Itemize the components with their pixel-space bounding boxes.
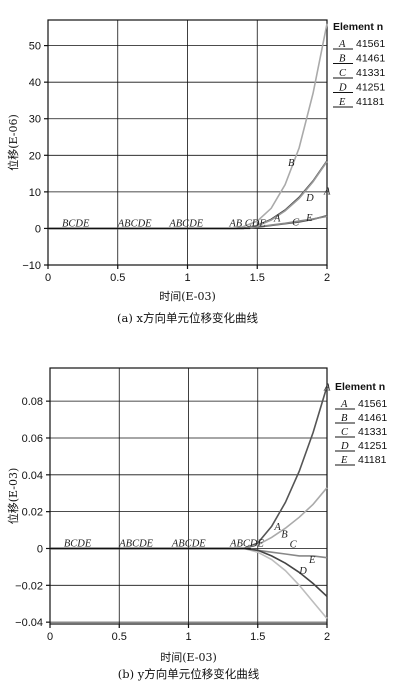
curve-label-a: A [273,214,281,225]
legend-element-id: 41181 [358,454,387,466]
baseline-label: ABCDE [171,538,206,549]
x-tick-label: 0 [45,272,51,284]
chart-y-displacement: 0 0.5 1 1.5 2 −0.04 −0.02 0 0.02 0.04 0.06 0.08 时间(E… [6,367,387,681]
curve-label-e: E [308,555,316,566]
baseline-label: AB CDE [228,218,266,229]
curve-label-e: E [305,213,313,224]
curve-label-c: C [292,217,300,228]
curve-end-label: A [323,382,331,393]
baseline-label: BCDE [64,538,92,549]
legend-element-id: 41251 [358,440,387,452]
y-axis-label: 位移(E-03) [6,468,20,525]
legend-element-id: 41331 [356,67,385,79]
y-tick-label: 0 [37,543,43,555]
chart-caption: (a) x方向单元位移变化曲线 [117,311,258,325]
y-tick-label: −0.04 [15,617,43,629]
x-tick-label: 1.5 [250,631,265,643]
curve-label-a: A [273,522,281,533]
legend-element-id: 41251 [356,82,385,94]
y-tick-label: 0.06 [22,433,43,445]
x-tick-label: 1 [185,631,191,643]
y-axis-label: 位移(E-06) [6,114,20,171]
x-axis-label: 时间(E-03) [160,651,217,664]
y-tick-label: 10 [29,187,41,199]
x-tick-label: 2 [324,631,330,643]
legend-letter: D [340,441,349,452]
baseline-label: ABCDE [117,218,152,229]
legend-letter: E [338,97,346,108]
curve-label-d: D [305,193,314,204]
curve-label-d: D [298,566,307,577]
curve-label-c: C [290,539,298,550]
y-tick-label: −10 [22,260,41,272]
legend-title: Element n [333,21,383,33]
legend-letter: D [338,83,347,94]
legend-element-id: 41461 [358,412,387,424]
x-tick-label: 1.5 [250,272,265,284]
x-tick-label: 2 [324,272,330,284]
legend-element-id: 41461 [356,53,385,65]
legend-letter: A [340,399,348,410]
x-axis-label: 时间(E-03) [159,290,216,303]
y-tick-label: 30 [29,114,41,126]
legend-element-id: 41561 [358,398,387,410]
curve-end-label: A [323,187,331,198]
curve-label-b: B [281,529,288,540]
legend-letter: C [339,68,347,79]
baseline-label: BCDE [62,218,90,229]
y-tick-label: 0 [35,223,41,235]
y-tick-label: 50 [29,41,41,53]
legend-letter: A [338,39,346,50]
curve-label-b: B [288,158,295,169]
legend-title: Element n [335,381,385,393]
y-tick-label: 20 [29,150,41,162]
y-tick-label: 0.08 [22,396,43,408]
legend-element-id: 41181 [356,96,385,108]
y-tick-label: 40 [29,77,41,89]
x-tick-label: 1 [184,272,190,284]
baseline-label: ABCDE [118,538,153,549]
legend-letter: E [340,455,348,466]
baseline-label: ABCDE [168,218,203,229]
legend-letter: B [339,54,346,65]
legend-letter: C [341,427,349,438]
baseline-label: ABCDE [229,538,264,549]
x-tick-label: 0 [47,631,53,643]
y-tick-label: 0.02 [22,507,43,519]
legend-letter: B [341,413,348,424]
x-tick-label: 0.5 [110,272,125,284]
chart-x-displacement: 0 0.5 1 1.5 2 −10 0 10 20 30 40 50 时间(E-03) 位移(E-06) (… [6,19,385,325]
legend-element-id: 41331 [358,426,387,438]
legend-element-id: 41561 [356,38,385,50]
y-tick-label: 0.04 [22,470,43,482]
y-tick-label: −0.02 [15,580,43,592]
x-tick-label: 0.5 [112,631,127,643]
chart-caption: (b) y方向单元位移变化曲线 [118,667,260,681]
